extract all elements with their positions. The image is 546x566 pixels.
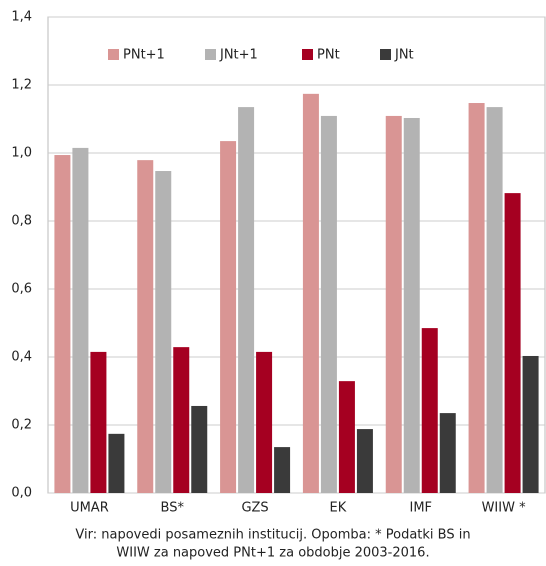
legend-label: PNt+1 (123, 48, 165, 63)
y-tick-label: 0,0 (11, 486, 32, 501)
bar (90, 351, 107, 493)
legend-swatch (380, 49, 391, 60)
bar (468, 103, 485, 494)
y-tick-label: 1,2 (11, 78, 32, 93)
bar (108, 433, 125, 493)
bar (338, 381, 355, 493)
bar (385, 115, 402, 493)
x-tick-label: UMAR (70, 501, 109, 516)
y-tick-label: 1,4 (11, 10, 32, 25)
y-tick-label: 1,0 (11, 146, 32, 161)
y-tick-label: 0,8 (11, 214, 32, 229)
legend-swatch (302, 49, 313, 60)
bar (54, 155, 71, 494)
x-tick-label: GZS (241, 501, 268, 516)
x-tick-label: IMF (409, 501, 432, 516)
x-tick-label: EK (330, 501, 347, 516)
legend-swatch (205, 49, 216, 60)
bar (320, 115, 337, 493)
bar (356, 429, 373, 493)
bar (439, 413, 456, 493)
bar (274, 447, 291, 493)
bar (173, 347, 190, 493)
bar (191, 405, 208, 493)
legend-label: JNt (394, 48, 414, 63)
bar (220, 141, 237, 493)
bar (504, 193, 521, 493)
legend-swatch (108, 49, 119, 60)
bar (137, 160, 154, 493)
bar (486, 107, 503, 493)
bar (403, 117, 420, 493)
bar (155, 171, 172, 493)
y-tick-label: 0,6 (11, 282, 32, 297)
legend-label: JNt+1 (219, 48, 258, 63)
x-tick-label: BS* (161, 501, 185, 516)
y-tick-label: 0,4 (11, 350, 32, 365)
legend-label: PNt (317, 48, 340, 63)
bar (72, 147, 89, 493)
y-tick-label: 0,2 (11, 418, 32, 433)
note: Vir: napovedi posameznih institucij. Opo… (75, 528, 470, 543)
bar (302, 93, 319, 493)
bar (421, 328, 438, 493)
bar (522, 355, 539, 493)
x-tick-label: WIIW * (482, 501, 527, 516)
bar (256, 351, 273, 493)
bar (238, 107, 255, 493)
note: WIIW za napoved PNt+1 za obdobje 2003-20… (116, 546, 429, 561)
